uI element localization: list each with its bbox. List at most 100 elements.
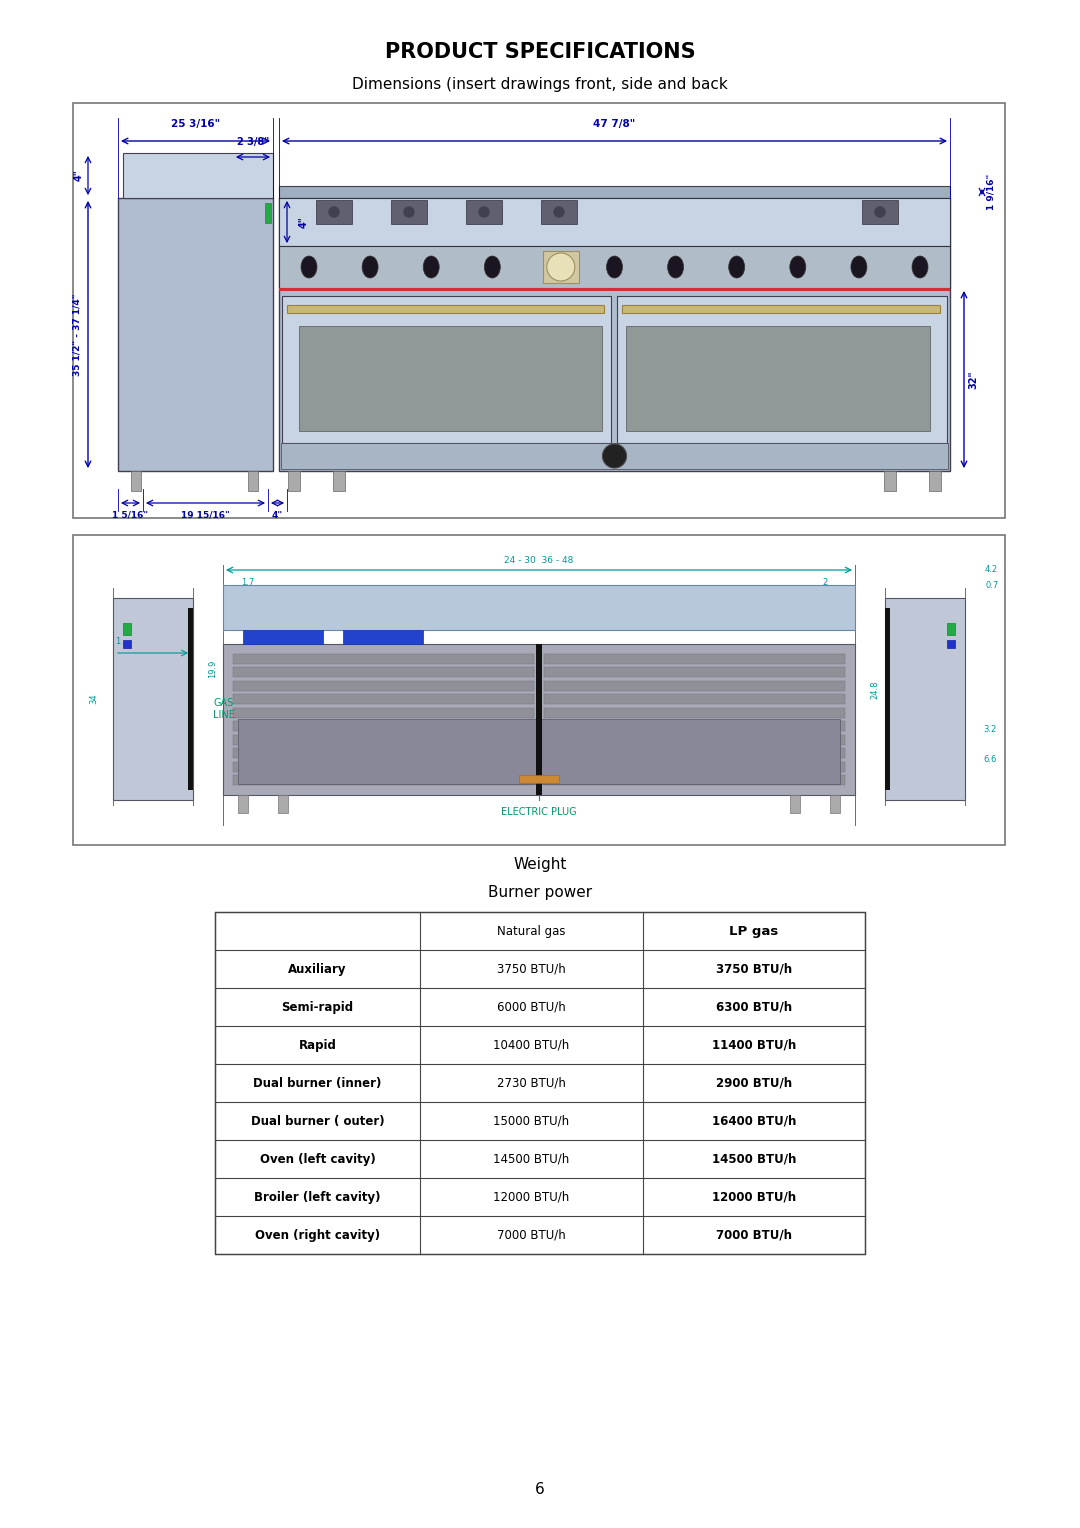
Text: 1 5/16": 1 5/16" xyxy=(112,510,149,520)
Bar xyxy=(233,735,534,744)
Bar xyxy=(544,707,845,718)
Bar xyxy=(541,200,577,225)
Bar xyxy=(73,535,1005,845)
Text: 2730 BTU/h: 2730 BTU/h xyxy=(497,1077,566,1089)
Text: 3.2: 3.2 xyxy=(983,724,996,733)
Bar xyxy=(544,749,845,758)
Bar xyxy=(544,775,845,785)
Text: ELECTRIC PLUG: ELECTRIC PLUG xyxy=(501,807,577,817)
Text: 10400 BTU/h: 10400 BTU/h xyxy=(494,1039,569,1051)
Ellipse shape xyxy=(912,257,928,278)
Text: 6.6: 6.6 xyxy=(983,755,997,764)
Text: 1.7: 1.7 xyxy=(241,578,255,587)
Bar xyxy=(544,681,845,691)
Text: Broiler (left cavity): Broiler (left cavity) xyxy=(254,1190,380,1204)
Bar xyxy=(279,186,950,199)
Text: 1: 1 xyxy=(114,637,120,646)
Bar xyxy=(279,199,950,471)
Circle shape xyxy=(546,254,575,281)
Text: Oven (right cavity): Oven (right cavity) xyxy=(255,1229,380,1241)
Bar xyxy=(288,471,300,490)
Bar xyxy=(544,735,845,744)
Text: Rapid: Rapid xyxy=(298,1039,336,1051)
Bar xyxy=(233,694,534,704)
Text: 6300 BTU/h: 6300 BTU/h xyxy=(716,1001,792,1013)
Bar xyxy=(862,200,897,225)
Bar xyxy=(279,287,950,290)
Text: 35 1/2" - 37 1/4": 35 1/2" - 37 1/4" xyxy=(73,293,82,376)
Bar xyxy=(391,200,427,225)
Text: 12000 BTU/h: 12000 BTU/h xyxy=(494,1190,569,1204)
Text: Dual burner (inner): Dual burner (inner) xyxy=(253,1077,381,1089)
Text: 7000 BTU/h: 7000 BTU/h xyxy=(497,1229,566,1241)
Ellipse shape xyxy=(789,257,806,278)
Text: Weight: Weight xyxy=(513,857,567,872)
Bar xyxy=(279,246,950,287)
Text: 19 15/16": 19 15/16" xyxy=(181,510,230,520)
Circle shape xyxy=(554,206,564,217)
Bar xyxy=(233,681,534,691)
Bar xyxy=(233,761,534,772)
Bar xyxy=(233,707,534,718)
Text: LP gas: LP gas xyxy=(729,924,779,938)
Text: PRODUCT SPECIFICATIONS: PRODUCT SPECIFICATIONS xyxy=(384,41,696,63)
Bar xyxy=(233,654,534,665)
Text: 15000 BTU/h: 15000 BTU/h xyxy=(494,1114,569,1128)
Bar xyxy=(238,795,248,813)
Text: 3750 BTU/h: 3750 BTU/h xyxy=(497,963,566,975)
Bar xyxy=(123,153,273,199)
Ellipse shape xyxy=(423,257,440,278)
Ellipse shape xyxy=(851,257,867,278)
Text: 4": 4" xyxy=(75,170,84,182)
Text: 2 3/8": 2 3/8" xyxy=(237,138,269,147)
Bar xyxy=(544,668,845,677)
Text: 24.8: 24.8 xyxy=(870,681,879,700)
Bar xyxy=(281,443,948,469)
Bar xyxy=(947,640,955,648)
Circle shape xyxy=(404,206,414,217)
Bar xyxy=(215,912,865,1254)
Bar xyxy=(73,102,1005,518)
Bar xyxy=(544,694,845,704)
Bar xyxy=(544,761,845,772)
Text: 14500 BTU/h: 14500 BTU/h xyxy=(712,1152,796,1166)
Text: Auxiliary: Auxiliary xyxy=(288,963,347,975)
Bar xyxy=(287,306,604,313)
Bar xyxy=(947,623,955,636)
Bar xyxy=(299,325,602,431)
Text: Natural gas: Natural gas xyxy=(497,924,566,938)
Bar xyxy=(831,795,840,813)
Bar xyxy=(243,630,323,643)
Bar xyxy=(544,721,845,732)
Bar xyxy=(617,296,947,443)
Text: GAS
LINE: GAS LINE xyxy=(213,698,234,720)
Text: 1 9/16": 1 9/16" xyxy=(986,174,995,211)
Text: Oven (left cavity): Oven (left cavity) xyxy=(259,1152,375,1166)
Text: Burner power: Burner power xyxy=(488,885,592,900)
Text: 7000 BTU/h: 7000 BTU/h xyxy=(716,1229,792,1241)
Bar xyxy=(316,200,352,225)
Text: Semi-rapid: Semi-rapid xyxy=(281,1001,353,1013)
Bar xyxy=(465,200,502,225)
Text: 47 7/8": 47 7/8" xyxy=(593,119,636,128)
Bar xyxy=(343,630,423,643)
Text: 12000 BTU/h: 12000 BTU/h xyxy=(712,1190,796,1204)
Text: 16400 BTU/h: 16400 BTU/h xyxy=(712,1114,796,1128)
Bar xyxy=(333,471,345,490)
Bar xyxy=(622,306,940,313)
Bar xyxy=(123,640,131,648)
Text: 2: 2 xyxy=(822,578,827,587)
Bar xyxy=(543,251,579,283)
Text: 19.9: 19.9 xyxy=(208,660,217,678)
Bar xyxy=(789,795,800,813)
Text: 4.2: 4.2 xyxy=(985,565,998,575)
Bar xyxy=(233,668,534,677)
Text: 4": 4" xyxy=(299,215,309,228)
Text: 34: 34 xyxy=(89,694,98,704)
Bar xyxy=(188,608,193,790)
Bar xyxy=(279,199,950,246)
Bar xyxy=(278,795,288,813)
Ellipse shape xyxy=(607,257,622,278)
Text: Dual burner ( outer): Dual burner ( outer) xyxy=(251,1114,384,1128)
Bar xyxy=(123,623,131,636)
